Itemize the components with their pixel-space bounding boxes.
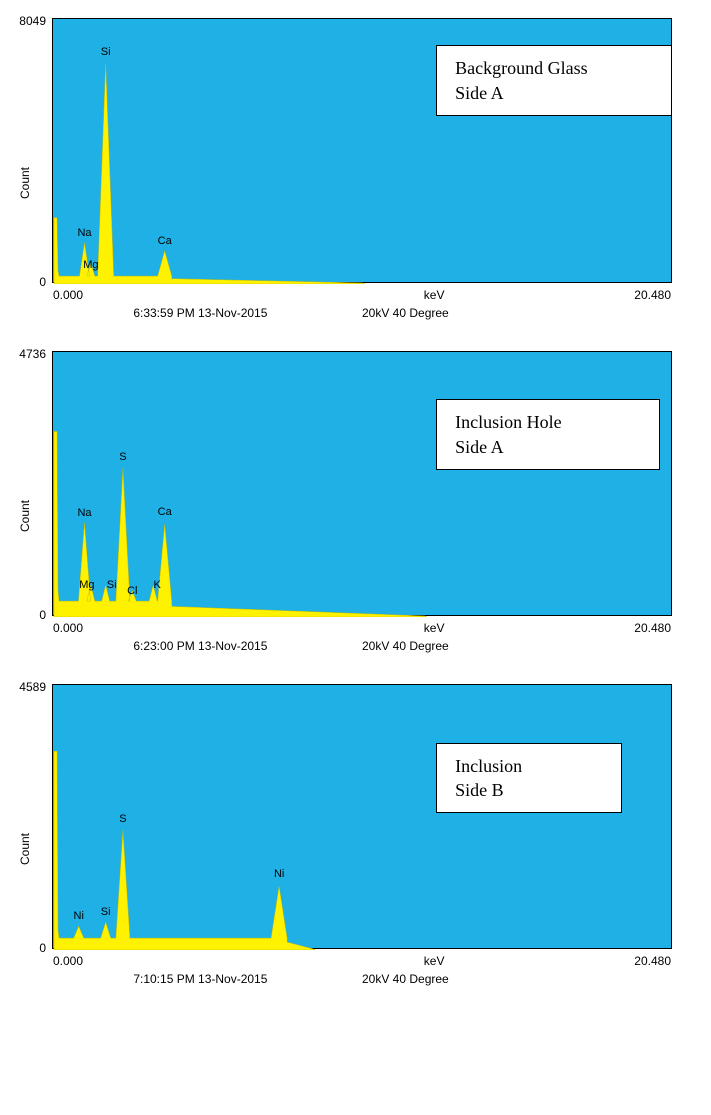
x-min-label: 0.000	[53, 621, 83, 635]
y-zero-label: 0	[39, 608, 46, 622]
conditions-label: 20kV 40 Degree	[362, 639, 449, 653]
spectrum-plot: NaMgSiCaBackground GlassSide A0.00020.48…	[52, 18, 672, 283]
x-unit-label: keV	[424, 288, 445, 302]
y-zero-label: 0	[39, 275, 46, 289]
panel-title-line: Background Glass	[455, 56, 653, 80]
spectrum-plot: NiSiSNiInclusionSide B0.00020.480keV7:10…	[52, 684, 672, 949]
timestamp-label: 6:33:59 PM 13-Nov-2015	[133, 306, 267, 320]
peak-label-si: Si	[101, 906, 111, 918]
x-max-label: 20.480	[634, 621, 671, 635]
spectrum-plot: NaMgSiSClKCaInclusion HoleSide A0.00020.…	[52, 351, 672, 616]
panel-title-line: Side B	[455, 778, 603, 802]
x-unit-label: keV	[424, 621, 445, 635]
peak-label-ca: Ca	[158, 235, 172, 247]
peak-label-s: S	[119, 813, 126, 825]
spectrum-panel: 45890CountNiSiSNiInclusionSide B0.00020.…	[52, 684, 672, 999]
x-min-label: 0.000	[53, 288, 83, 302]
panel-title-line: Side A	[455, 435, 640, 459]
peak-label-mg: Mg	[83, 259, 98, 271]
panel-title-box: InclusionSide B	[436, 743, 622, 814]
peak-label-mg: Mg	[79, 579, 94, 591]
y-zero-label: 0	[39, 941, 46, 955]
panel-title-line: Inclusion	[455, 754, 603, 778]
panel-title-box: Inclusion HoleSide A	[436, 399, 659, 470]
y-max-label: 8049	[19, 14, 46, 28]
panel-title-line: Side A	[455, 81, 653, 105]
peak-label-na: Na	[77, 227, 91, 239]
spectrum-trace	[53, 685, 673, 950]
timestamp-label: 7:10:15 PM 13-Nov-2015	[133, 972, 267, 986]
timestamp-label: 6:23:00 PM 13-Nov-2015	[133, 639, 267, 653]
spectrum-trace	[53, 352, 673, 617]
conditions-label: 20kV 40 Degree	[362, 306, 449, 320]
peak-label-k: K	[154, 579, 161, 591]
peak-label-cl: Cl	[127, 585, 137, 597]
peak-label-ni: Ni	[74, 910, 84, 922]
x-max-label: 20.480	[634, 954, 671, 968]
y-max-label: 4589	[19, 680, 46, 694]
spectrum-panel: 47360CountNaMgSiSClKCaInclusion HoleSide…	[52, 351, 672, 666]
panel-title-line: Inclusion Hole	[455, 410, 640, 434]
y-max-label: 4736	[19, 347, 46, 361]
conditions-label: 20kV 40 Degree	[362, 972, 449, 986]
peak-label-na: Na	[77, 507, 91, 519]
y-axis-label: Count	[18, 499, 32, 531]
x-min-label: 0.000	[53, 954, 83, 968]
x-unit-label: keV	[424, 954, 445, 968]
peak-label-si: Si	[107, 579, 117, 591]
peak-label-ni: Ni	[274, 868, 284, 880]
peak-label-ca: Ca	[158, 506, 172, 518]
peak-label-s: S	[119, 451, 126, 463]
spectrum-panel: 80490CountNaMgSiCaBackground GlassSide A…	[52, 18, 672, 333]
panel-title-box: Background GlassSide A	[436, 45, 672, 116]
x-max-label: 20.480	[634, 288, 671, 302]
y-axis-label: Count	[18, 166, 32, 198]
peak-label-si: Si	[101, 46, 111, 58]
y-axis-label: Count	[18, 832, 32, 864]
